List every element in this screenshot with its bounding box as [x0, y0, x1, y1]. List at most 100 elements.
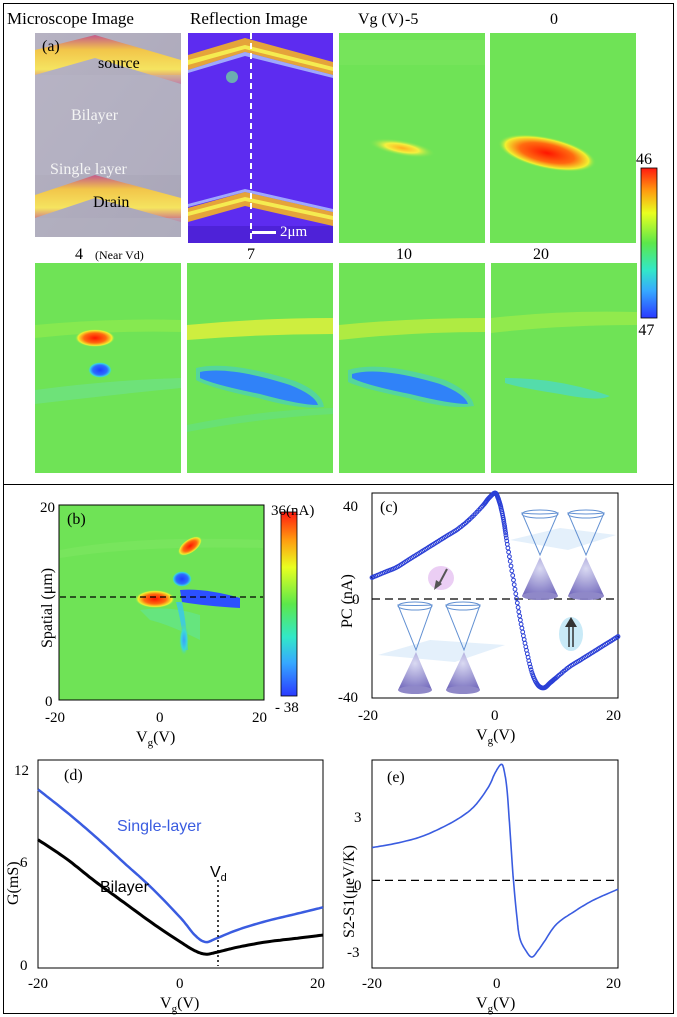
panel-d-plot-area: [37, 759, 324, 969]
panel-b-xtick-m20: -20: [45, 710, 65, 726]
microscope-image: [35, 33, 181, 237]
colorbar-a: [640, 167, 658, 319]
pc-data-point: [521, 633, 526, 639]
reflection-title: Reflection Image: [190, 9, 308, 28]
map-vg-7: [187, 263, 333, 473]
label-bilayer: Bilayer: [71, 107, 119, 124]
pc-data-point: [507, 554, 512, 559]
reflection-image: [188, 33, 333, 243]
panel-c: (c) 40 0 -40 -20 0 20 PC (nA) Vg(V): [338, 490, 621, 747]
panel-e-xtick-0: 0: [493, 976, 501, 992]
vg-label: Vg (V): [358, 11, 404, 28]
pc-data-point: [514, 600, 520, 606]
map-vg-0: [490, 33, 636, 243]
panel-c-xtick-20: 20: [606, 708, 621, 724]
microscope-title: Microscope Image: [7, 9, 134, 28]
panel-c-xtick-0: 0: [491, 708, 499, 724]
pc-data-point: [503, 530, 509, 536]
near-vd-label: (Near Vd): [95, 248, 144, 262]
panel-d-xlabel: Vg(V): [160, 995, 199, 1015]
pc-data-point: [528, 664, 533, 670]
panel-d-ylabel: G(mS): [5, 861, 22, 905]
panel-c-tag: (c): [380, 499, 398, 516]
pc-data-point: [511, 582, 517, 587]
panel-d-tag: (d): [64, 767, 83, 784]
arrow-purple: [428, 566, 454, 590]
pc-data-point: [518, 621, 524, 627]
pc-data-point: [527, 661, 532, 667]
pc-data-point: [519, 625, 525, 631]
pc-data-point: [506, 549, 512, 555]
pc-data-point: [503, 535, 509, 541]
scale-bar-label: 2μm: [280, 224, 308, 240]
panel-e-xtick-20: 20: [606, 976, 621, 992]
pc-data-point: [517, 613, 522, 619]
panel-e-tag: (e): [387, 769, 405, 786]
pc-data-point: [502, 525, 508, 531]
panel-e-ytick-m3: -3: [347, 945, 360, 961]
panel-b-ytick-0: 0: [45, 694, 53, 710]
panel-b-xtick-20: 20: [252, 710, 267, 726]
panel-b-xlabel: Vg(V): [136, 729, 175, 749]
pc-data-point: [529, 670, 535, 675]
series-line-bilayer: [37, 838, 324, 956]
panel-e-ylabel: S2-S1(μeV/K): [341, 845, 358, 938]
panel-e-ytick-0: 0: [354, 878, 362, 894]
label-source: source: [98, 55, 140, 72]
panel-c-xlabel: Vg(V): [476, 727, 515, 747]
panel-b-ytick-20: 20: [40, 500, 55, 516]
map-vg-10: [339, 263, 485, 473]
panel-c-xtick-m20: -20: [358, 708, 378, 724]
map-vg-4: [35, 263, 181, 473]
vg-value-m5: -5: [405, 11, 418, 28]
panel-c-ytick-0: 0: [352, 592, 360, 608]
colorbar-b-max: 36(nA): [271, 503, 314, 519]
pc-data-point: [507, 558, 513, 564]
panel-e: (e) 3 0 -3 -20 0 20 S2-S1(μeV/K) Vg(V): [341, 759, 621, 1015]
panel-d-ytick-12: 12: [14, 763, 29, 779]
vd-label: Vd: [210, 864, 227, 884]
map-vg-20: [491, 263, 637, 473]
pc-data-point: [502, 528, 508, 533]
pc-data-point: [513, 591, 519, 597]
panel-b-tag: (b): [67, 511, 86, 528]
pc-data-point: [518, 617, 523, 623]
vg-value-10: 10: [396, 246, 412, 263]
pc-data-point: [501, 517, 506, 522]
panel-e-ytick-3: 3: [354, 810, 362, 826]
panel-b-ylabel: Spatial (μm): [39, 568, 56, 648]
panel-b: 36(nA) - 38 (b) 20 0 -20 0 20 Spatial (μ…: [39, 500, 314, 749]
vg-value-4: 4: [75, 246, 83, 263]
label-bilayer-curve: Bilayer: [100, 879, 150, 896]
panel-e-xlabel: Vg(V): [476, 995, 515, 1015]
panel-e-xtick-m20: -20: [362, 976, 382, 992]
panel-c-ytick-40: 40: [343, 499, 358, 515]
label-drain: Drain: [93, 194, 129, 211]
panel-b-xtick-0: 0: [156, 710, 164, 726]
pc-data-point: [515, 605, 521, 610]
pc-data-point: [512, 586, 518, 592]
pc-data-point: [509, 568, 515, 574]
pc-data-point: [503, 532, 509, 538]
panel-d-ytick-6: 6: [20, 855, 28, 871]
pc-data-point: [516, 609, 522, 615]
panel-a: Microscope Image Reflection Image (a) so…: [7, 9, 658, 473]
panel-d-xtick-m20: -20: [28, 976, 48, 992]
colorbar-a-max: 46: [636, 151, 652, 168]
pc-data-point: [520, 629, 526, 635]
panel-e-lines: [371, 763, 619, 958]
panel-d-ytick-0: 0: [20, 958, 28, 974]
pc-data-point: [615, 634, 621, 639]
dirac-cones-left: [378, 601, 505, 694]
panel-d-xtick-0: 0: [176, 976, 184, 992]
pc-data-point: [511, 577, 516, 583]
pc-data-point: [510, 573, 516, 578]
figure-frame-bottom: [3, 484, 674, 1014]
pc-data-point: [521, 637, 527, 642]
vg-value-7: 7: [247, 246, 255, 263]
label-single-layer-curve: Single-layer: [117, 818, 202, 835]
pc-data-point: [554, 675, 559, 680]
panel-d: Vd Single-layer Bilayer (d) 12 6 0 -20 0…: [5, 759, 325, 1015]
map-vg-m5: [339, 33, 485, 243]
